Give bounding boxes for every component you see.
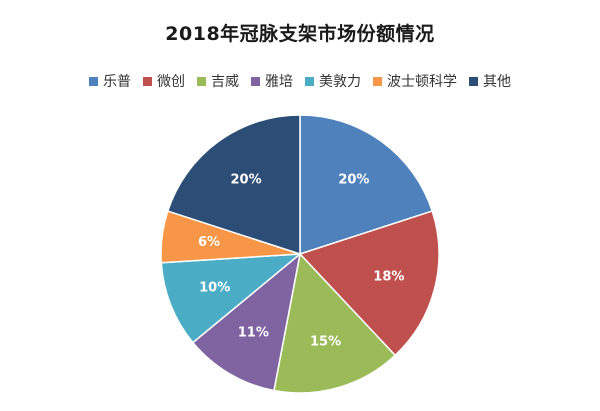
legend-item: 吉威 (197, 71, 239, 91)
pie-slice-2 (273, 252, 397, 394)
legend-item: 雅培 (251, 71, 293, 91)
legend-swatch (305, 76, 314, 86)
legend-item: 美敦力 (305, 71, 361, 91)
legend-label: 波士顿科学 (387, 74, 457, 90)
legend-label: 其他 (483, 74, 511, 90)
legend-item: 波士顿科学 (373, 71, 457, 91)
legend-swatch (89, 76, 98, 86)
slice-data-label: 20% (231, 172, 262, 187)
legend: 乐普 微创 吉威 雅培 美敦力 波士顿科学 其他 (0, 71, 600, 91)
pie-slice-6 (166, 114, 301, 256)
slice-data-label: 18% (373, 269, 404, 284)
slice-data-label: 15% (310, 335, 341, 350)
pie-slice-3 (191, 252, 302, 392)
legend-label: 吉威 (211, 74, 239, 90)
legend-swatch (143, 76, 152, 86)
legend-swatch (251, 76, 260, 86)
pie-slice-4 (160, 253, 303, 344)
pie-slice-0 (299, 114, 434, 256)
legend-swatch (469, 76, 478, 86)
legend-swatch (197, 76, 206, 86)
legend-item: 其他 (469, 71, 511, 91)
chart-title: 2018年冠脉支架市场份额情况 (165, 23, 435, 45)
legend-swatch (373, 76, 382, 86)
pie-slice-1 (298, 210, 440, 357)
slice-data-label: 20% (338, 172, 369, 187)
legend-label: 美敦力 (319, 74, 361, 90)
pie-labels: 20% 18% 15% 11% 10% 6% 20% (198, 172, 404, 349)
legend-label: 微创 (157, 74, 185, 90)
legend-label: 雅培 (265, 74, 293, 90)
legend-item: 乐普 (89, 71, 131, 91)
slice-data-label: 6% (198, 235, 220, 250)
legend-item: 微创 (143, 71, 185, 91)
pie-slices (160, 114, 440, 394)
slice-data-label: 10% (199, 280, 230, 295)
legend-label: 乐普 (103, 74, 131, 90)
slice-data-label: 11% (238, 325, 269, 340)
